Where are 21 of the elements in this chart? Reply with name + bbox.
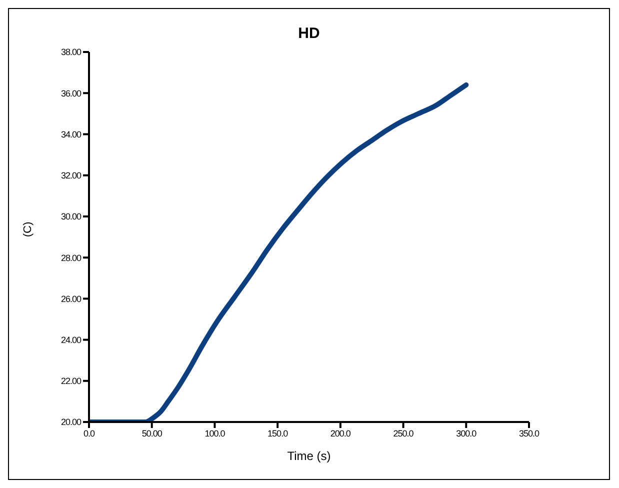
- y-tick-label: 34.00: [60, 129, 82, 140]
- x-tick-label: 300.0: [456, 428, 477, 438]
- y-tick-label: 32.00: [60, 170, 82, 181]
- x-tick-label: 100.0: [204, 428, 226, 438]
- y-tick-label: 38.00: [60, 47, 82, 58]
- chart-title: HD: [297, 25, 321, 42]
- y-tick-label: 30.00: [60, 212, 82, 222]
- y-tick-label: 20.00: [60, 417, 82, 428]
- y-tick-label: 28.00: [60, 252, 82, 263]
- x-tick-label: 150.0: [268, 428, 288, 438]
- x-tick-label: 0.0: [83, 428, 95, 438]
- y-axis-title: (C): [22, 222, 34, 237]
- x-axis-title: Time (s): [287, 449, 331, 463]
- y-tick-label: 24.00: [60, 334, 82, 345]
- y-tick-label: 26.00: [60, 294, 82, 304]
- y-tick-label: 36.00: [60, 88, 82, 98]
- y-tick-label: 22.00: [60, 376, 82, 386]
- x-tick-label: 250.0: [393, 428, 414, 438]
- x-tick-label: 50.00: [142, 428, 162, 438]
- x-tick-label: 350.0: [518, 428, 540, 438]
- x-tick-label: 200.0: [330, 428, 351, 438]
